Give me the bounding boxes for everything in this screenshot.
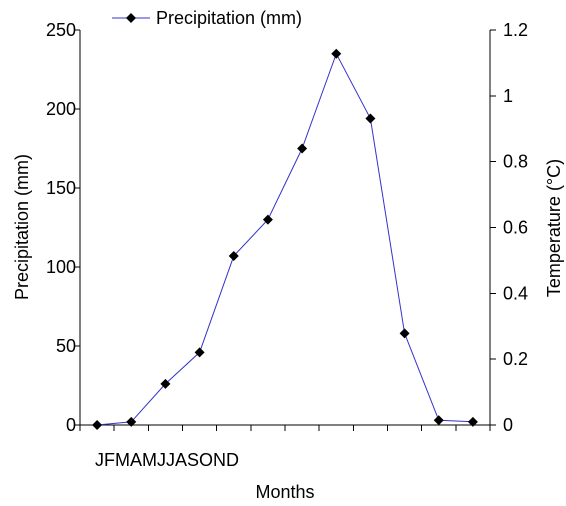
legend-marker bbox=[126, 13, 136, 23]
x-tick-label: JFMAMJJASOND bbox=[95, 450, 239, 470]
y-axis-title: Precipitation (mm) bbox=[12, 154, 32, 300]
series-layer bbox=[92, 48, 478, 430]
x-axis-title: Months bbox=[255, 482, 314, 502]
data-point bbox=[228, 250, 239, 261]
y2-tick-label: 0.6 bbox=[503, 218, 528, 238]
y-tick-label: 0 bbox=[66, 415, 76, 435]
y2-tick-label: 0.8 bbox=[503, 152, 528, 172]
y-tick-label: 100 bbox=[46, 257, 76, 277]
legend-layer: Precipitation (mm) bbox=[112, 8, 302, 28]
y-tick-label: 200 bbox=[46, 99, 76, 119]
legend-label: Precipitation (mm) bbox=[156, 8, 302, 28]
data-point bbox=[467, 416, 478, 427]
y2-tick-label: 0.2 bbox=[503, 349, 528, 369]
axes-layer: 0 50 100 150 200 250 0 0.2 0.4 0.6 0.8 1 1.2 bbox=[46, 20, 528, 435]
data-point bbox=[262, 214, 273, 225]
y2-tick-label: 1.2 bbox=[503, 20, 528, 40]
axis-title-layer: Precipitation (mm) Temperature (°C) Mont… bbox=[12, 154, 564, 502]
y2-tick-label: 0 bbox=[503, 415, 513, 435]
data-point bbox=[126, 416, 137, 427]
y2-axis-title: Temperature (°C) bbox=[544, 159, 564, 297]
data-point bbox=[399, 328, 410, 339]
y-tick-label: 250 bbox=[46, 20, 76, 40]
y2-tick-label: 1 bbox=[503, 86, 513, 106]
data-point bbox=[365, 113, 376, 124]
data-point bbox=[331, 48, 342, 59]
data-point bbox=[160, 378, 171, 389]
data-point bbox=[433, 415, 444, 426]
data-point bbox=[92, 420, 103, 430]
data-point bbox=[194, 347, 205, 358]
y-tick-label: 150 bbox=[46, 178, 76, 198]
data-point bbox=[297, 143, 308, 154]
series-line bbox=[97, 52, 473, 426]
y2-tick-label: 0.4 bbox=[503, 283, 528, 303]
y-tick-label: 50 bbox=[56, 336, 76, 356]
